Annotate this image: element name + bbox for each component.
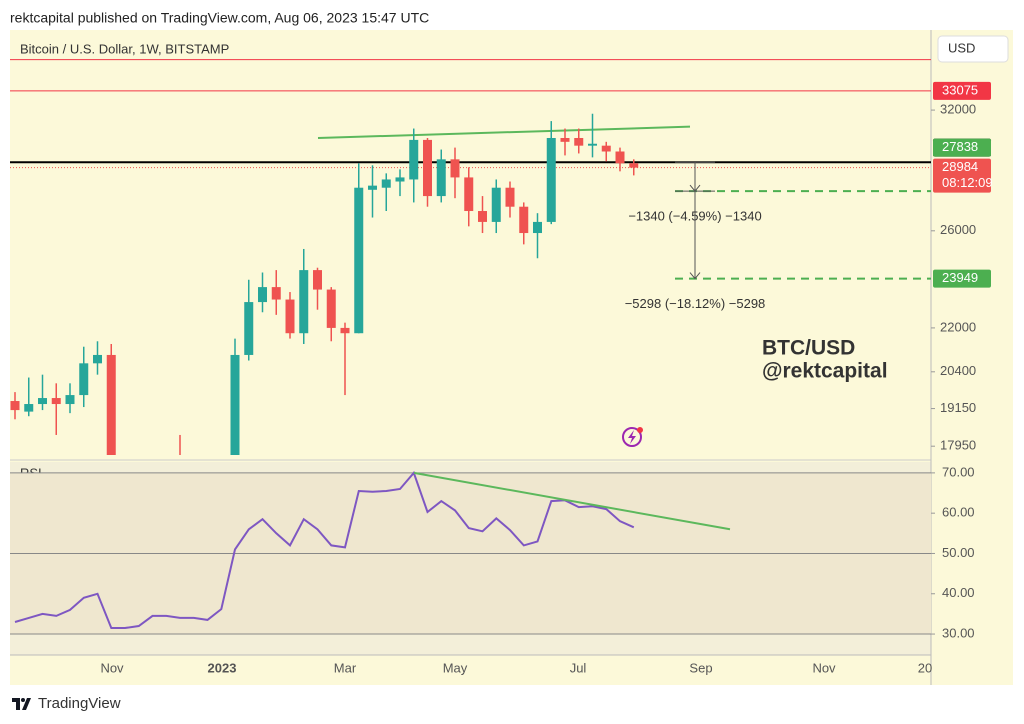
x-tick-label: 20 — [918, 660, 932, 675]
price-tag-label: 28984 — [942, 159, 978, 174]
price-tag-label: 33075 — [942, 82, 978, 97]
x-tick-label: May — [443, 660, 468, 675]
header: rektcapital published on TradingView.com… — [10, 10, 429, 26]
measure-arrowhead — [689, 272, 701, 280]
candle-body — [546, 137, 556, 222]
y-tick-label: 50.00 — [942, 545, 975, 560]
candle-body — [79, 363, 89, 396]
candle-body — [519, 206, 529, 234]
measure-label: −1340 (−4.59%) −1340 — [628, 209, 761, 224]
candle-body — [313, 270, 322, 290]
candle-body — [423, 139, 432, 197]
candle-body — [368, 185, 377, 190]
candle-body — [491, 187, 501, 222]
price-tag — [933, 138, 991, 157]
y-tick-label: 60.00 — [942, 505, 975, 520]
candle-body — [230, 354, 240, 455]
candle-body — [326, 289, 336, 328]
x-tick-label: Jul — [570, 660, 587, 675]
candle-body — [436, 159, 446, 197]
x-tick-label: Nov — [812, 660, 836, 675]
y-tick-label: 26000 — [940, 222, 976, 237]
price-tag — [933, 81, 991, 100]
candle-body — [381, 179, 391, 188]
candle-body — [588, 143, 597, 146]
candle-body — [601, 145, 611, 152]
y-tick-label: 20400 — [940, 363, 976, 378]
countdown-label: 08:12:09 — [942, 175, 993, 190]
candle-body — [560, 137, 570, 142]
candle-body — [395, 177, 405, 182]
x-tick-label: 2023 — [208, 660, 237, 675]
y-tick-label: 30.00 — [942, 625, 975, 640]
candle-body — [271, 287, 281, 300]
y-tick-label: 19150 — [940, 400, 976, 415]
x-tick-label: Mar — [334, 660, 357, 675]
price-tag — [933, 158, 991, 193]
candle-body — [629, 163, 639, 168]
candle-body — [93, 354, 102, 364]
candle-body — [450, 159, 460, 178]
price-tag-label: 27838 — [942, 139, 978, 154]
candle-body — [244, 302, 254, 355]
candle-body — [615, 151, 625, 164]
x-tick-label: Nov — [100, 660, 124, 675]
candle-body — [258, 287, 267, 303]
rsi-line — [14, 470, 635, 629]
footer-text: TradingView — [38, 695, 121, 712]
candle-body — [533, 221, 542, 234]
candle-body — [10, 401, 20, 411]
y-tick-label: 17950 — [940, 438, 976, 453]
candle-body — [478, 211, 487, 222]
price-pane — [10, 59, 931, 455]
rsi-trendline — [413, 471, 731, 531]
symbol-title: Bitcoin / U.S. Dollar, 1W, BITSTAMP — [20, 41, 229, 56]
y-tick-label: 22000 — [940, 319, 976, 334]
annotation: BTC/USD — [762, 337, 855, 360]
alert-icon — [622, 427, 643, 447]
currency-button-box[interactable] — [937, 35, 1009, 63]
price-tag — [933, 269, 991, 288]
y-tick-label: 32000 — [940, 102, 976, 117]
measure-label: −5298 (−18.12%) −5298 — [625, 296, 766, 311]
candle-body — [38, 398, 47, 405]
currency-button-label[interactable]: USD — [948, 40, 975, 55]
y-tick-label: 70.00 — [942, 464, 975, 479]
candle-body — [106, 354, 116, 455]
candle-body — [65, 395, 75, 405]
candle-body — [464, 177, 474, 212]
candle-body — [51, 398, 61, 405]
candle-body — [409, 139, 419, 180]
candle-body — [505, 187, 515, 207]
candle-body — [340, 327, 350, 334]
footer-logo: TradingView — [12, 695, 121, 712]
y-tick-label: 40.00 — [942, 585, 975, 600]
candle-body — [285, 299, 295, 334]
x-tick-label: Sep — [689, 660, 712, 675]
currency-button[interactable]: USD — [937, 35, 1009, 63]
price-tag-label: 23949 — [942, 270, 978, 285]
candle-body — [354, 187, 364, 334]
candle-body — [574, 137, 584, 146]
annotation: @rektcapital — [762, 360, 888, 383]
rsi-plot — [10, 470, 931, 635]
candle-body — [24, 404, 34, 412]
trendline — [317, 125, 691, 139]
candle-body — [299, 270, 309, 334]
